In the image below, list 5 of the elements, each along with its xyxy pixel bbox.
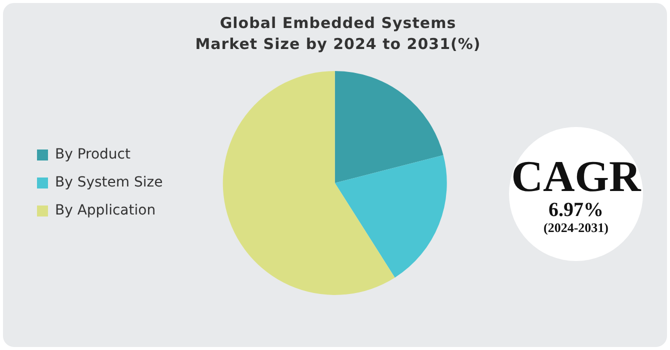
legend-label: By System Size xyxy=(55,174,163,191)
legend-label: By Product xyxy=(55,146,132,163)
legend-label: By Application xyxy=(55,202,156,219)
chart-title: Global Embedded Systems Market Size by 2024 to 2031(%) xyxy=(194,13,482,55)
cagr-badge: CAGR 6.97% (2024-2031) xyxy=(509,127,643,261)
